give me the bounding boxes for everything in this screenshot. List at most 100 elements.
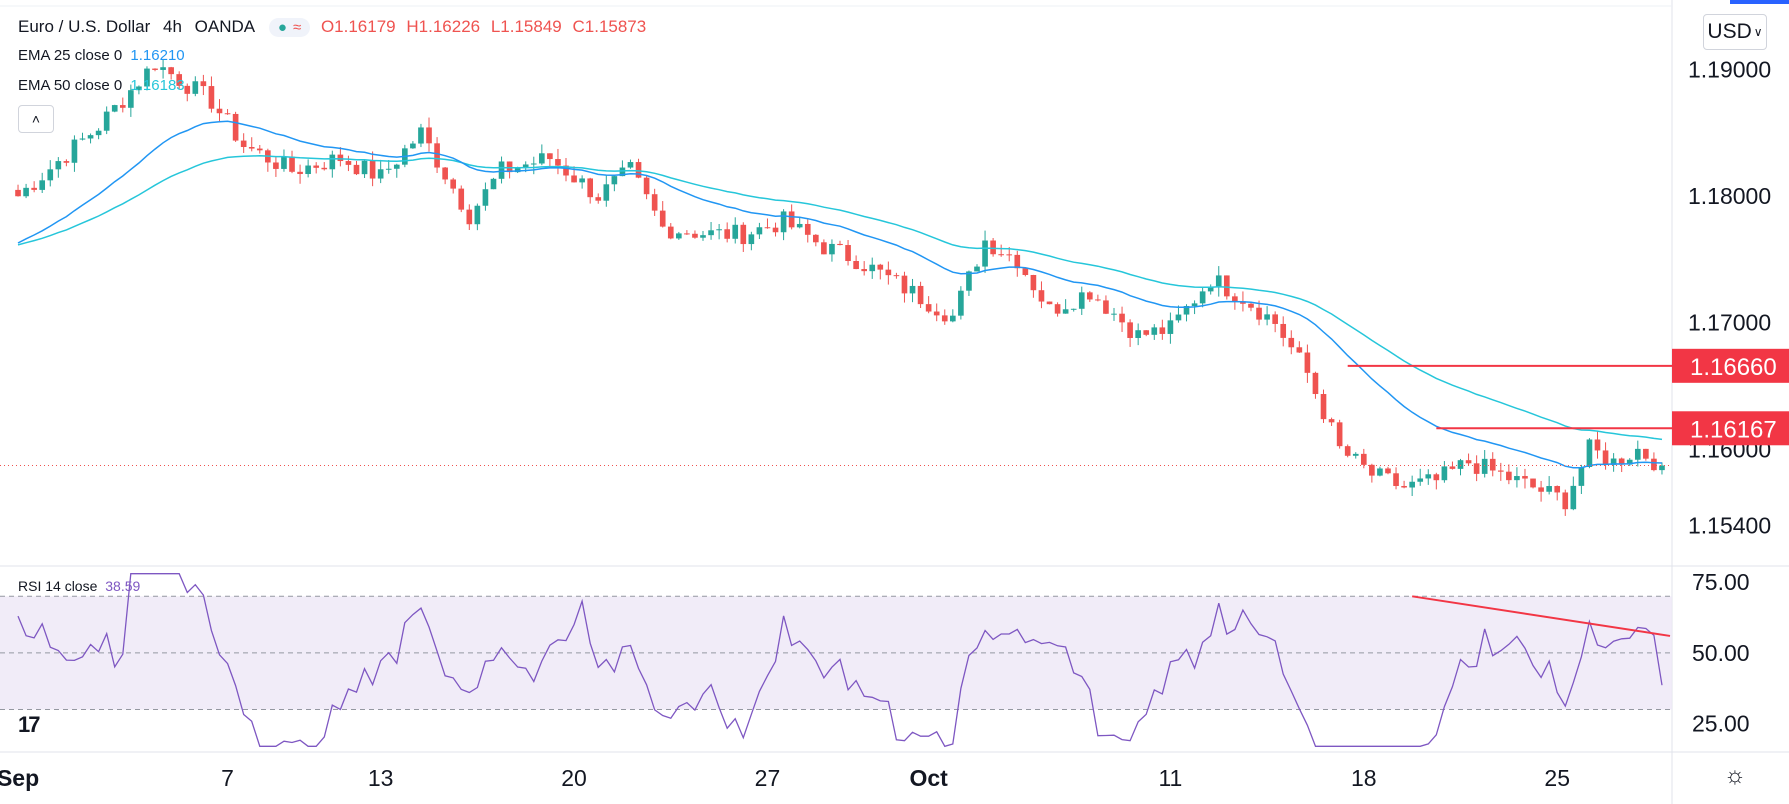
candle [595,193,602,204]
candle-body [756,227,763,235]
candle-body [289,156,295,172]
currency-selector[interactable]: USD ∨ [1703,14,1767,50]
candle-body [1127,322,1133,338]
candle [1288,330,1295,355]
time-tick: Oct [909,765,948,791]
candle [434,137,440,174]
ema25-legend[interactable]: EMA 25 close 0 1.16210 [18,47,185,64]
candle [47,160,54,187]
candle-body [813,234,819,243]
candle [724,222,731,243]
rsi-legend[interactable]: RSI 14 close 38.59 [18,578,140,594]
candle-body [1425,474,1432,479]
low-value: L1.15849 [490,17,562,36]
candle [313,162,320,174]
candle-body [958,290,964,316]
candle-body [853,261,859,270]
candle-body [627,162,634,168]
candle [1062,299,1069,314]
candle-body [337,154,344,162]
candle-body [547,153,553,160]
interval[interactable]: 4h [163,17,182,36]
candle-body [1360,453,1367,465]
candle-body [885,269,892,276]
candle-body [595,197,602,201]
candle [877,263,884,280]
candle-body [1183,305,1190,315]
candle [1336,419,1343,449]
candle [208,76,215,113]
candle-body [63,161,70,163]
candle [635,158,642,179]
candle-body [1377,468,1383,476]
candle [1296,341,1303,353]
candle [128,84,134,117]
candle-body [571,175,577,183]
candle-body [1215,275,1222,287]
time-tick: 18 [1351,765,1377,791]
candle-body [1328,419,1335,423]
candle-body [273,162,279,169]
candle [1570,476,1577,511]
candle [1417,468,1424,486]
candle-body [821,242,827,255]
candle [1264,306,1270,326]
candle [821,239,827,255]
candle [87,133,94,144]
candle-body [1570,485,1577,510]
collapse-legend-button[interactable]: ˄ [18,105,54,133]
candle-body [1199,291,1206,304]
candle [1159,319,1166,340]
candle [1256,300,1262,326]
candle [1304,344,1311,383]
candle-body [837,243,843,246]
candle [1659,462,1665,475]
candle [79,132,86,141]
candle [498,156,505,184]
price-tick: 1.18000 [1688,183,1771,209]
wave-icon: ≈ [292,19,302,37]
candle-body [434,143,440,168]
ema50-legend[interactable]: EMA 50 close 0 1.16183 [18,77,185,94]
candle [63,159,70,167]
candle [659,201,666,228]
candle-body [724,229,731,239]
candle-body [1602,450,1609,465]
candle [1578,464,1585,494]
candle [337,147,344,167]
candle-body [1159,327,1166,334]
symbol-name[interactable]: Euro / U.S. Dollar [18,17,151,36]
candle-body [966,271,972,291]
candle-body [1119,313,1125,323]
candle [990,237,996,257]
ema50-label: EMA 50 close 0 [18,77,123,94]
candle-body [684,233,690,235]
candle [885,261,892,285]
rsi-band [0,596,1672,710]
tv-logo-icon[interactable]: 17 [18,712,41,737]
candle [200,74,207,96]
market-status[interactable]: ● ≈ [268,18,311,38]
candle [1562,489,1569,516]
candle-body [458,188,465,210]
time-tick: 7 [221,765,234,791]
candle [119,97,126,113]
candle [837,240,843,246]
candle-body [1046,301,1053,305]
candle-body [539,153,545,164]
price-tag-label: 1.16660 [1690,354,1777,381]
candle [1369,463,1375,483]
candle-body [1207,286,1214,292]
candle-body [1288,337,1295,348]
candle [667,223,674,240]
candle-body [1151,327,1158,335]
candle-body [1078,292,1085,309]
gear-icon[interactable]: ☼ [1724,762,1746,789]
candle-body [869,264,876,272]
candle [184,83,191,102]
candle-body [1538,487,1544,492]
candle-body [603,184,610,201]
candle [31,181,37,193]
candle [1377,466,1383,477]
